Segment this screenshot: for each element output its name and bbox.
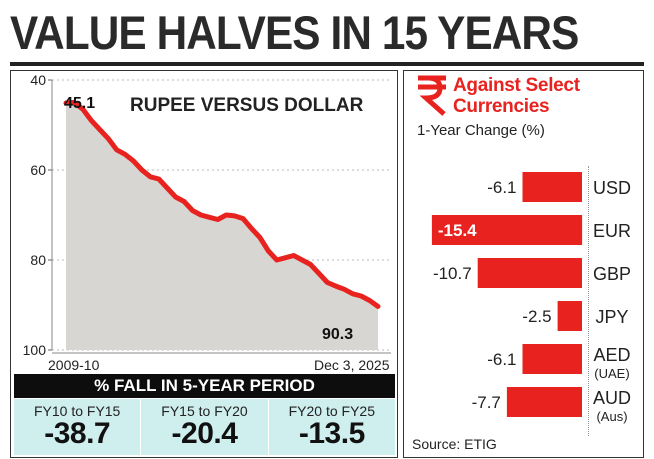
category-label: AED (593, 345, 630, 365)
fall-period-value: -38.7 (44, 417, 111, 450)
rupee-dollar-panel (10, 70, 398, 458)
start-value-label: 45.1 (64, 95, 95, 112)
bar-value-label: -15.4 (438, 221, 477, 240)
bar-row-jpy: -2.5 JPY (522, 301, 629, 331)
bar (557, 301, 582, 331)
bar-value-label: -6.1 (487, 350, 516, 369)
bar-row-eur: -15.4 EUR (431, 215, 631, 245)
fall-period-label: FY20 to FY25 (288, 403, 376, 419)
category-label: JPY (595, 307, 628, 327)
bar-row-aed: -6.1 AED(UAE) (487, 344, 631, 381)
fall-period-label: FY10 to FY15 (33, 403, 121, 419)
category-label: AUD (593, 388, 631, 408)
y-tick-label: 60 (30, 162, 46, 178)
category-note: (Aus) (596, 409, 627, 424)
fall-period-label: FY15 to FY20 (161, 403, 248, 419)
currencies-title: Against Select Currencies (453, 75, 593, 117)
end-value-label: 90.3 (322, 326, 353, 343)
fall-period-1: FY10 to FY15 -38.7 (14, 399, 140, 455)
y-axis: 40 60 80 100 (23, 72, 53, 358)
headline-rule (10, 62, 644, 66)
y-tick-label: 80 (30, 252, 46, 268)
x-start-label: 2009-10 (48, 357, 100, 373)
bar-row-usd: -6.1 USD (487, 172, 631, 202)
fall-period-value: -20.4 (171, 417, 238, 450)
currencies-panel (403, 70, 644, 458)
series-line (63, 100, 381, 309)
fall-period-3: FY20 to FY25 -13.5 (267, 399, 395, 455)
bar-value-label: -2.5 (522, 307, 551, 326)
bar-value-label: -6.1 (487, 178, 516, 197)
bar-row-gbp: -10.7 GBP (433, 258, 631, 288)
bar (506, 387, 582, 417)
currencies-title-text: Against Select Currencies (453, 75, 580, 117)
bar (522, 172, 582, 202)
x-end-label: Dec 3, 2025 (314, 357, 390, 373)
fall-period-2: FY15 to FY20 -20.4 (140, 399, 267, 455)
five-year-fall-table: FY10 to FY15 -38.7 FY15 to FY20 -20.4 FY… (14, 399, 395, 455)
chart-title: RUPEE VERSUS DOLLAR (130, 95, 364, 116)
five-year-fall-header: % FALL IN 5-YEAR PERIOD (14, 374, 395, 398)
fall-period-value: -13.5 (298, 417, 365, 450)
currencies-subtitle: 1-Year Change (%) (417, 122, 545, 139)
bar-value-label: -7.7 (472, 393, 501, 412)
headline: VALUE HALVES IN 15 YEARS (10, 6, 579, 59)
bar (522, 344, 582, 374)
bar-value-label: -10.7 (433, 264, 472, 283)
bar (431, 215, 583, 245)
category-note: (UAE) (594, 366, 629, 381)
y-tick-label: 100 (23, 342, 47, 358)
bar-row-aud: -7.7 AUD(Aus) (472, 387, 631, 424)
category-label: USD (593, 178, 631, 198)
category-label: EUR (593, 221, 631, 241)
y-tick-label: 40 (30, 72, 46, 88)
category-label: GBP (593, 264, 631, 284)
area-fill (66, 102, 378, 350)
axis-divider (588, 166, 589, 436)
source-note: Source: ETIG (412, 436, 497, 452)
rupee-icon (418, 75, 446, 116)
bar (477, 258, 582, 288)
